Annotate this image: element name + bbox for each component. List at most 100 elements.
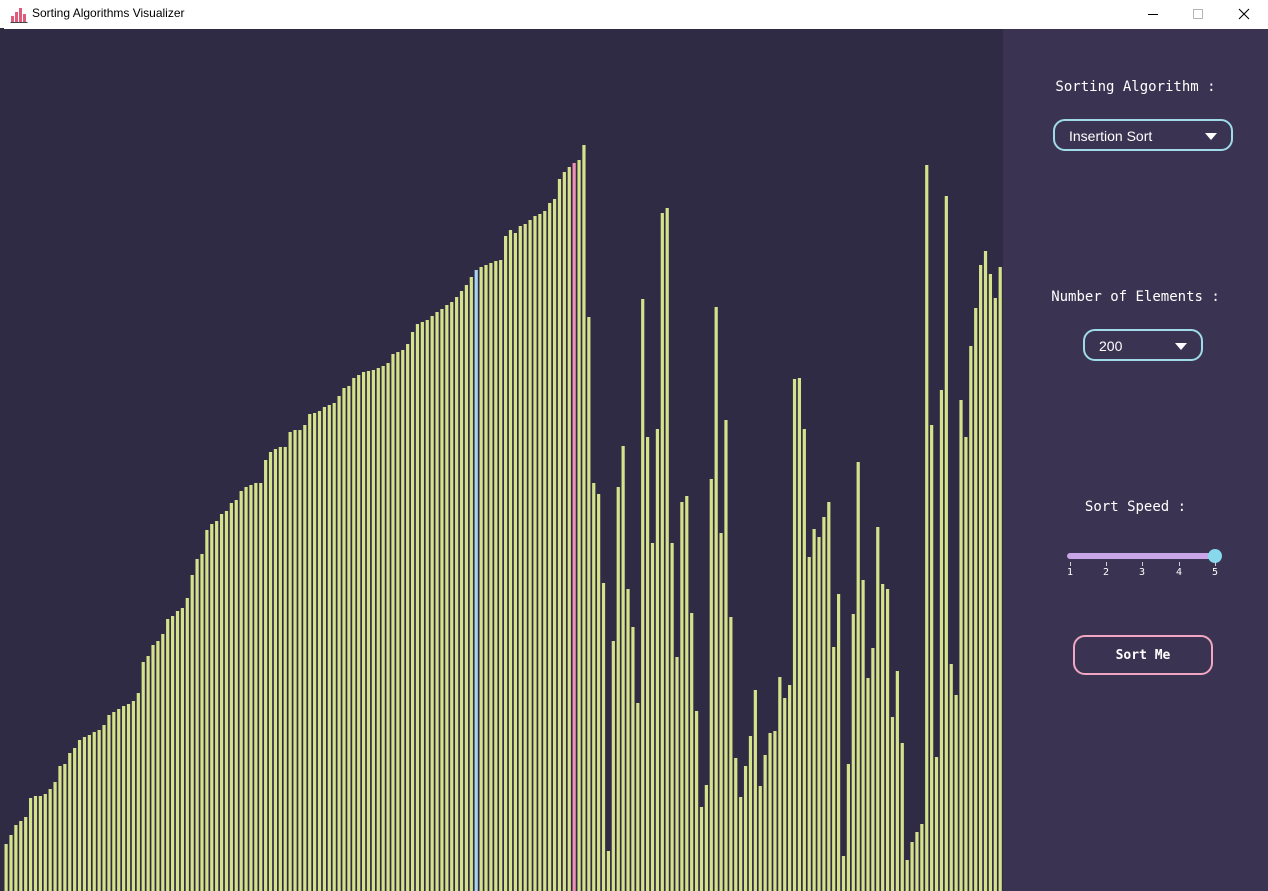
array-bar xyxy=(552,199,557,891)
array-bar xyxy=(112,712,116,891)
array-bar xyxy=(92,732,96,891)
array-bar xyxy=(655,429,660,891)
array-bar xyxy=(87,735,91,891)
array-bar xyxy=(528,220,532,891)
array-bar xyxy=(670,543,674,891)
array-bar xyxy=(366,371,371,891)
chevron-down-icon xyxy=(1205,133,1217,140)
array-bar xyxy=(171,616,175,891)
array-bar xyxy=(229,503,233,891)
array-bar xyxy=(259,483,263,891)
array-bar xyxy=(499,260,503,891)
array-bar xyxy=(650,543,655,891)
array-bar xyxy=(14,825,18,891)
array-bar xyxy=(156,641,160,891)
array-bar xyxy=(719,533,723,891)
array-bar xyxy=(494,261,498,891)
array-bar xyxy=(788,685,792,891)
minimize-button[interactable] xyxy=(1130,0,1176,28)
array-bar xyxy=(459,291,464,891)
maximize-button[interactable] xyxy=(1175,0,1221,28)
array-bar xyxy=(900,743,904,891)
speed-slider-track[interactable] xyxy=(1067,553,1215,559)
array-bar xyxy=(680,502,684,891)
array-bar xyxy=(347,386,351,891)
array-bar xyxy=(885,589,890,891)
array-bar xyxy=(626,589,630,891)
title-bar[interactable]: Sorting Algorithms Visualizer xyxy=(0,0,1268,28)
speed-tick-label: 1 xyxy=(1066,567,1074,578)
window-title: Sorting Algorithms Visualizer xyxy=(32,6,185,20)
array-bar xyxy=(925,165,929,891)
array-bar xyxy=(425,320,429,891)
array-bar xyxy=(107,715,111,891)
elements-label: Number of Elements : xyxy=(1051,289,1220,305)
array-bar xyxy=(592,483,596,891)
array-bar xyxy=(851,614,855,891)
array-bar xyxy=(175,611,180,891)
array-bar xyxy=(484,265,488,891)
array-bar xyxy=(190,575,194,891)
array-bar xyxy=(195,559,199,891)
array-bar xyxy=(910,842,914,891)
algorithm-select[interactable]: Insertion Sort xyxy=(1053,119,1233,151)
chevron-down-icon xyxy=(1175,343,1187,350)
array-bar xyxy=(920,824,924,891)
close-button[interactable] xyxy=(1221,0,1267,28)
array-bar xyxy=(239,491,243,891)
array-bar xyxy=(572,163,576,891)
sort-button[interactable]: Sort Me xyxy=(1073,635,1213,675)
array-bar xyxy=(983,251,988,891)
array-bar xyxy=(141,662,145,891)
array-bar xyxy=(342,388,346,891)
array-bar xyxy=(714,307,718,891)
array-bar xyxy=(298,430,302,891)
array-bar xyxy=(504,236,508,891)
array-bar xyxy=(136,693,140,891)
array-bar xyxy=(611,641,615,891)
array-bar xyxy=(729,617,733,891)
speed-tick-label: 3 xyxy=(1138,567,1146,578)
array-bar xyxy=(146,656,150,891)
array-bar xyxy=(200,554,204,891)
array-bar xyxy=(548,203,552,891)
array-bar xyxy=(998,267,1002,891)
array-bar xyxy=(665,208,669,891)
array-bar xyxy=(523,224,527,891)
array-bar xyxy=(621,446,625,891)
array-bar xyxy=(122,706,126,891)
array-bar xyxy=(219,514,224,891)
array-bar xyxy=(313,413,317,891)
array-bar xyxy=(513,233,517,891)
array-bar xyxy=(616,487,620,891)
array-bar xyxy=(979,265,983,891)
array-bar xyxy=(538,214,542,891)
array-bar xyxy=(43,794,47,891)
array-bar xyxy=(68,753,72,891)
array-bar xyxy=(386,363,390,891)
bars-chart xyxy=(4,145,1002,891)
array-bar xyxy=(97,730,101,891)
array-bar xyxy=(704,785,708,891)
array-bar xyxy=(841,856,846,891)
elements-select[interactable]: 200 xyxy=(1083,329,1203,361)
array-bar xyxy=(278,447,282,891)
array-bar xyxy=(180,608,184,891)
speed-tick xyxy=(1179,562,1180,566)
array-bar xyxy=(876,527,880,891)
speed-slider-thumb[interactable] xyxy=(1208,549,1222,563)
array-bar xyxy=(293,430,297,891)
array-bar xyxy=(396,352,400,891)
array-bar xyxy=(856,462,860,891)
array-bar xyxy=(685,496,689,891)
array-bar xyxy=(675,657,679,891)
array-bar xyxy=(964,437,968,891)
array-bar xyxy=(601,583,606,891)
speed-tick xyxy=(1106,562,1107,566)
array-bar xyxy=(861,580,865,891)
array-bar xyxy=(974,308,978,891)
array-bar xyxy=(562,172,566,891)
array-bar xyxy=(881,584,885,891)
array-bar xyxy=(993,298,997,891)
array-bar xyxy=(430,316,434,891)
